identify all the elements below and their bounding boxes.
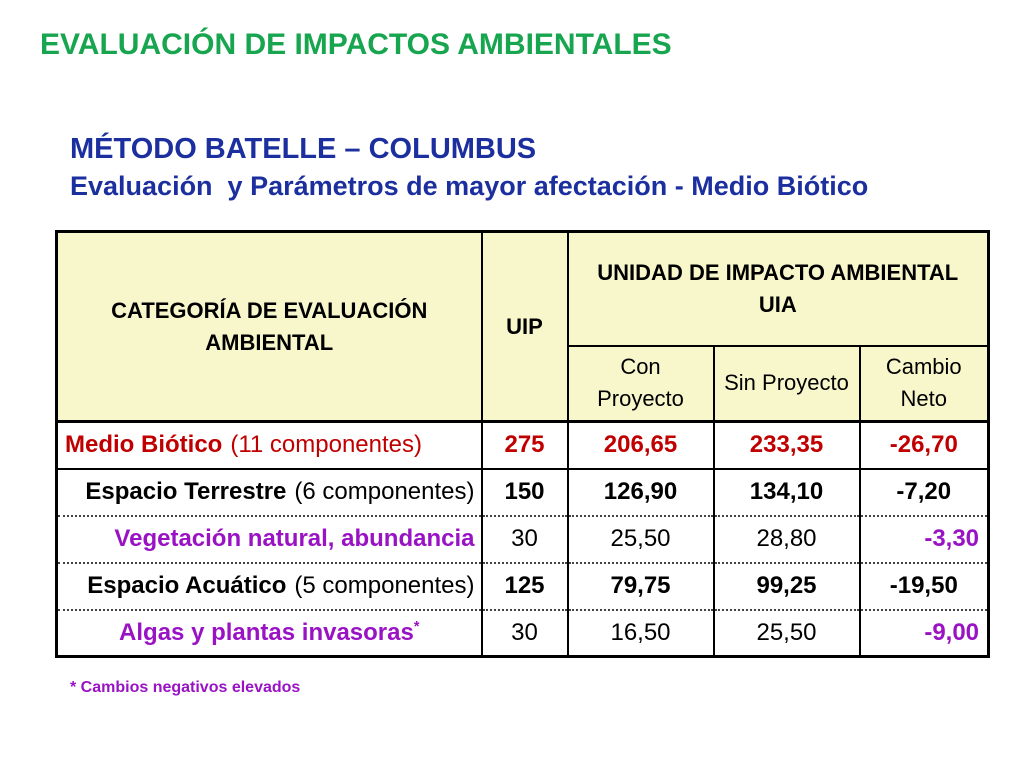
page-title: EVALUACIÓN DE IMPACTOS AMBIENTALES (40, 28, 672, 61)
table-row-vegetacion-natural: Vegetación natural, abundancia 30 25,50 … (55, 515, 990, 564)
cell-sin-proyecto: 233,35 (712, 421, 861, 470)
footnote: * Cambios negativos elevados (70, 679, 301, 696)
cell-uip: 125 (480, 562, 569, 611)
table-row-espacio-acuatico: Espacio Acuático (5 componentes) 125 79,7… (55, 562, 990, 611)
col-header-categoria-line1: CATEGORÍA DE EVALUACIÓN (111, 297, 428, 323)
col-header-categoria: CATEGORÍA DE EVALUACIÓN AMBIENTAL (55, 231, 483, 423)
table-row-espacio-terrestre: Espacio Terrestre (6 componentes) 150 126… (55, 468, 990, 517)
cell-uip: 30 (480, 609, 569, 657)
row-label: Medio Biótico (11 componentes) (55, 421, 483, 470)
impact-table: CATEGORÍA DE EVALUACIÓN AMBIENTAL UIP UN… (55, 230, 991, 658)
cell-con-proyecto: 206,65 (566, 421, 715, 470)
col-header-sin-proyecto: Sin Proyecto (712, 345, 861, 423)
col-header-categoria-line2: AMBIENTAL (205, 329, 334, 355)
method-heading: MÉTODO BATELLE – COLUMBUS (70, 133, 537, 165)
cell-uip: 30 (480, 515, 569, 564)
col-header-uia-line2: UIA (758, 291, 797, 317)
cell-sin-proyecto: 25,50 (712, 609, 861, 657)
cell-con-proyecto: 79,75 (566, 562, 715, 611)
method-subheading: Evaluación y Parámetros de mayor afectac… (70, 171, 869, 201)
table-row-medio-biotico: Medio Biótico (11 componentes) 275 206,65… (55, 421, 990, 470)
cell-sin-proyecto: 99,25 (712, 562, 861, 611)
footnote-asterisk: * (413, 618, 420, 635)
col-header-uia-line1: UNIDAD DE IMPACTO AMBIENTAL (597, 259, 959, 285)
col-header-uip: UIP (480, 231, 569, 423)
cell-cambio-neto: -7,20 (858, 468, 990, 517)
row-label: Vegetación natural, abundancia (55, 515, 483, 564)
cell-con-proyecto: 25,50 (566, 515, 715, 564)
cell-cambio-neto: -26,70 (858, 421, 990, 470)
cell-uip: 150 (480, 468, 569, 517)
cell-con-proyecto: 126,90 (566, 468, 715, 517)
row-label: Espacio Terrestre (6 componentes) (55, 468, 483, 517)
cell-uip: 275 (480, 421, 569, 470)
cell-cambio-neto: -3,30 (858, 515, 990, 564)
table-header-row-1: CATEGORÍA DE EVALUACIÓN AMBIENTAL UIP UN… (55, 231, 990, 423)
col-header-uia: UNIDAD DE IMPACTO AMBIENTAL UIA (566, 231, 990, 347)
cell-sin-proyecto: 28,80 (712, 515, 861, 564)
row-label: Espacio Acuático (5 componentes) (55, 562, 483, 611)
cell-cambio-neto: -9,00 (858, 609, 990, 657)
table-row-algas-plantas-invasoras: Algas y plantas invasoras* 30 16,50 25,5… (55, 609, 990, 657)
col-header-con-proyecto: Con Proyecto (566, 345, 715, 423)
cell-sin-proyecto: 134,10 (712, 468, 861, 517)
row-label: Algas y plantas invasoras* (55, 609, 483, 657)
cell-cambio-neto: -19,50 (858, 562, 990, 611)
table-header-row-2: Con Proyecto Sin Proyecto Cambio Neto (57, 345, 990, 423)
col-header-cambio-neto: Cambio Neto (858, 345, 990, 423)
cell-con-proyecto: 16,50 (566, 609, 715, 657)
